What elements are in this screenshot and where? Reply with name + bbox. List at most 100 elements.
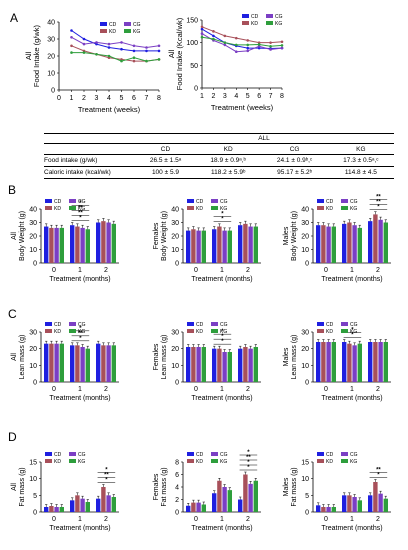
body-weight-females-chart-legend-label-cg: CG <box>220 199 228 205</box>
fat-mass-females-chart-legend-swatch-cg <box>211 452 218 456</box>
food-intake-kcal-chart-point-cd <box>212 34 215 38</box>
food-intake-g-chart-x-tick-label: 6 <box>132 95 136 102</box>
body-weight-all-chart-bar-kg <box>85 229 90 263</box>
fat-mass-males-chart-y-tick-label: 5 <box>305 493 309 500</box>
food-intake-kcal-chart-point-kd <box>269 41 272 44</box>
food-intake-kcal-legend-swatch-cd <box>242 14 249 18</box>
table-cell: 17.3 ± 0.5ᵃ,ᶜ <box>343 157 379 164</box>
food-intake-g-chart-y-tick-label: 30 <box>47 37 55 44</box>
body-weight-males-chart-y-tick-label: 30 <box>301 220 309 227</box>
body-weight-females-chart-bar-kg <box>253 226 258 263</box>
food-intake-g-chart-point-cd <box>107 46 111 49</box>
fat-mass-males-chart-legend-swatch-kg <box>341 459 348 463</box>
fat-mass-females-chart-y-tick-label: 4 <box>175 485 179 492</box>
food-intake-kcal-chart-point-cg <box>246 49 250 53</box>
food-intake-kcal-legend-label-cg: CG <box>275 14 283 20</box>
body-weight-males-chart-legend-label-kg: KG <box>350 206 357 212</box>
lean-mass-females-chart-legend-label-kg: KG <box>220 329 227 335</box>
body-weight-all-chart-bar-kd <box>49 227 54 263</box>
body-weight-all-chart-bar-cg <box>106 222 111 263</box>
body-weight-females-chart-bar-kg <box>201 230 206 263</box>
food-intake-kcal-chart-y-tick-label: 100 <box>186 40 198 47</box>
lean-mass-females-chart-bar-kg <box>253 347 258 382</box>
fat-mass-females-chart-bar-kd <box>243 474 248 512</box>
body-weight-males-chart-bar-kg <box>357 227 362 263</box>
body-weight-all-chart-y-label: Body Weight (g) <box>19 211 26 261</box>
food-intake-kcal-chart-point-kg <box>234 43 238 47</box>
fat-mass-females-chart-legend-label-cg: CG <box>220 452 228 458</box>
lean-mass-males-chart-y-label: Lean mass (g) <box>291 335 298 380</box>
lean-mass-all-chart-sig-marker: * <box>79 336 82 342</box>
food-intake-kcal-legend-swatch-kg <box>266 21 273 25</box>
lean-mass-all-chart-bar-kd <box>75 345 80 382</box>
body-weight-females-chart-y-tick-label: 10 <box>171 247 179 254</box>
body-weight-all-chart-legend-label-cg: CG <box>78 199 86 205</box>
lean-mass-males-chart-legend-swatch-cg <box>341 322 348 326</box>
lean-mass-males-chart-bar-cg <box>352 345 357 382</box>
fat-mass-all-chart-bar-kg <box>59 507 64 512</box>
body-weight-females-chart-bar-cg <box>248 226 253 263</box>
food-intake-kcal-chart-y-label: Food Intake (Kcal/wk) <box>175 17 184 90</box>
food-intake-kcal-chart-y-tick-label: 50 <box>190 63 198 70</box>
body-weight-males-chart-bar-cg <box>352 225 357 263</box>
food-intake-g-chart-point-kg <box>157 58 161 61</box>
fat-mass-males-chart-y-tick-label: 10 <box>301 476 309 483</box>
body-weight-all-chart-y-tick-label: 30 <box>29 220 37 227</box>
fat-mass-males-chart-bar-kd <box>321 507 326 512</box>
food-intake-kcal-chart-point-kg <box>280 44 284 47</box>
body-weight-males-chart-sig-marker: ** <box>376 200 381 206</box>
fat-mass-males-chart-x-tick-label: 2 <box>376 516 380 523</box>
lean-mass-all-chart-bar-cd <box>70 345 75 382</box>
lean-mass-females-chart-bar-cd <box>186 347 191 382</box>
fat-mass-females-chart-x-tick-label: 1 <box>220 516 224 523</box>
lean-mass-females-chart-bar-cd <box>212 348 217 382</box>
food-intake-g-chart-point-cd <box>82 37 86 41</box>
table-row: Caloric intake (kcal/wk) 100 ± 5.9 118.2… <box>44 166 394 179</box>
body-weight-females-chart-bar-cg <box>196 230 201 263</box>
lean-mass-all-chart-y-tick-label: 30 <box>29 330 37 337</box>
lean-mass-males-chart-bar-kg <box>383 342 388 382</box>
body-weight-females-chart-x-label: Treatment (months) <box>191 276 252 283</box>
food-intake-kcal-chart-x-label: Treatment (weeks) <box>211 103 274 112</box>
fat-mass-all-chart-y-tick-label: 15 <box>29 460 37 467</box>
food-intake-g-chart-point-cd <box>132 49 136 53</box>
body-weight-females-chart-y-tick-label: 30 <box>171 220 179 227</box>
lean-mass-females-chart-legend-swatch-cg <box>211 322 218 326</box>
table-cell: 118.2 ± 5.9ᵇ <box>210 169 246 176</box>
body-weight-males-chart-y-tick-label: 20 <box>301 234 309 241</box>
body-weight-all-chart-bar-kg <box>59 227 64 263</box>
lean-mass-females-chart-bar-cg <box>248 348 253 382</box>
food-intake-kcal-chart-point-kg <box>269 44 272 48</box>
body-weight-females-chart-legend-label-kd: KD <box>196 206 203 212</box>
body-weight-females-chart-sig-marker: * <box>221 212 224 218</box>
lean-mass-all-chart-x-tick-label: 2 <box>104 386 108 393</box>
food-intake-g-chart-series-cd <box>71 30 159 52</box>
lean-mass-males-chart-legend-label-kd: KD <box>326 329 333 335</box>
body-weight-all-chart-bar-cd <box>44 226 49 263</box>
food-intake-g-chart-y-tick-label: 0 <box>51 88 55 95</box>
food-intake-g-chart-point-kd <box>132 59 136 63</box>
fat-mass-all-chart-legend-swatch-cd <box>45 452 52 456</box>
food-intake-g-chart-x-tick-label: 7 <box>145 95 149 102</box>
fat-mass-males-chart-legend-label-kd: KD <box>326 459 333 465</box>
food-intake-g-chart-point-kg <box>95 53 98 56</box>
lean-mass-females-chart-y-tick-label: 20 <box>171 346 179 353</box>
fat-mass-all-chart-bar-cd <box>44 507 49 512</box>
body-weight-males-chart-legend-swatch-cg <box>341 199 348 203</box>
table-cell: 26.5 ± 1.5ᵃ <box>149 157 182 164</box>
fat-mass-all-chart-legend-swatch-kd <box>45 459 52 463</box>
food-intake-kcal-chart-point-kd <box>212 30 215 33</box>
fat-mass-females-chart-sig-marker: * <box>247 460 250 466</box>
food-intake-kcal-chart-point-cg <box>257 44 261 48</box>
food-intake-g-chart-x-tick-label: 8 <box>157 95 161 102</box>
food-intake-g-chart-point-cg <box>132 44 136 48</box>
body-weight-males-chart-legend-swatch-kd <box>317 206 324 210</box>
fat-mass-males-chart-legend-swatch-kd <box>317 459 324 463</box>
lean-mass-males-chart-y-tick-label: 10 <box>301 363 309 370</box>
fat-mass-males-chart-bar-kd <box>347 495 352 512</box>
fat-mass-all-chart-x-tick-label: 1 <box>78 516 82 523</box>
body-weight-all-chart-x-tick-label: 0 <box>52 267 56 274</box>
body-weight-females-chart-legend-label-cd: CD <box>196 199 204 205</box>
fat-mass-males-chart-y-tick-label: 0 <box>305 510 309 517</box>
